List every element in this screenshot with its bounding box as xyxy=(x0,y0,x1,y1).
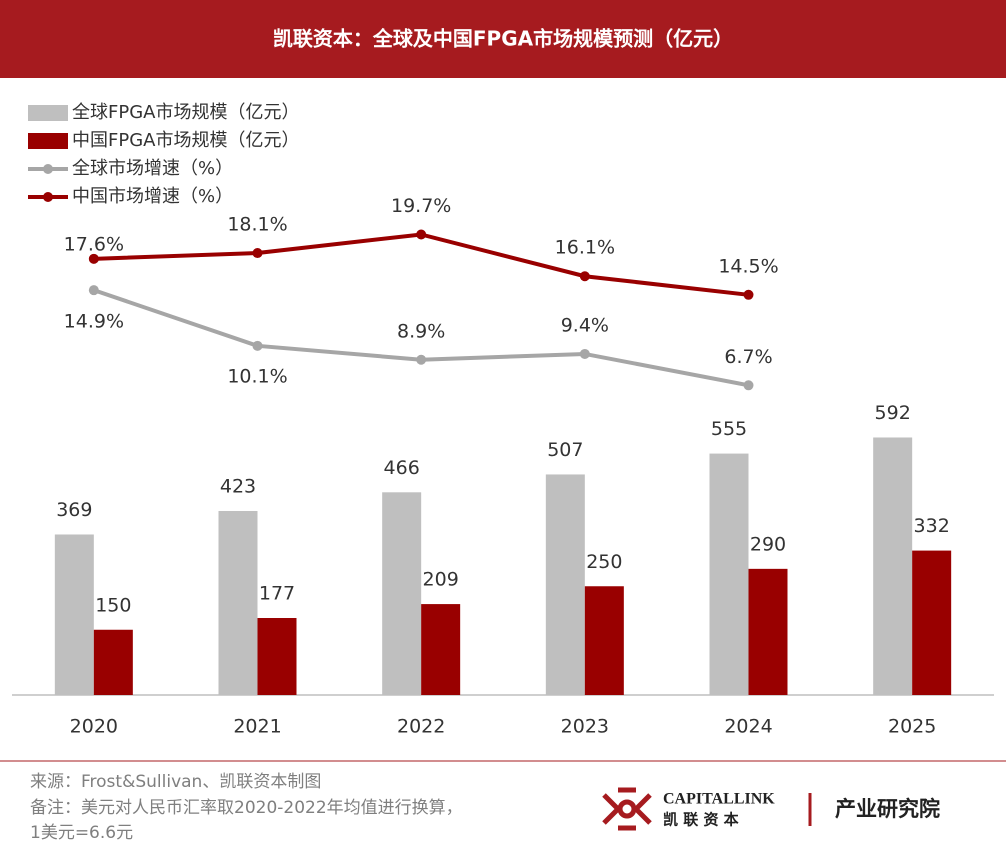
x-tick-label: 2021 xyxy=(233,716,281,738)
bar xyxy=(709,453,749,695)
bar-label: 332 xyxy=(914,515,950,537)
note: 1美元=6.6元 xyxy=(30,823,133,843)
legend-swatch xyxy=(28,133,68,149)
legend-swatch xyxy=(28,105,68,121)
bar-label: 250 xyxy=(586,551,622,573)
point-label: 9.4% xyxy=(561,314,609,336)
x-tick-label: 2023 xyxy=(561,716,609,738)
chart-title: 凯联资本：全球及中国FPGA市场规模预测（亿元） xyxy=(273,27,733,51)
bar-label: 466 xyxy=(384,457,420,479)
legend-label: 全球FPGA市场规模（亿元） xyxy=(72,102,299,123)
bar-label: 423 xyxy=(220,475,256,497)
bar xyxy=(257,618,297,695)
bar xyxy=(873,437,913,695)
bar-label: 507 xyxy=(547,439,583,461)
x-tick-label: 2022 xyxy=(397,716,445,738)
point xyxy=(88,285,99,296)
source: 来源：Frost&Sullivan、凯联资本制图 xyxy=(30,772,321,792)
logo-subname: 凯 联 资 本 xyxy=(663,811,739,829)
bar xyxy=(218,510,258,695)
legend-label: 中国FPGA市场规模（亿元） xyxy=(72,130,299,151)
bar xyxy=(93,629,133,695)
point xyxy=(743,289,754,300)
legend-label: 中国市场增速（%） xyxy=(72,186,233,207)
bar-label: 209 xyxy=(423,569,459,591)
bar xyxy=(584,586,624,695)
point-label: 6.7% xyxy=(724,346,772,368)
x-tick-label: 2025 xyxy=(888,716,936,738)
line xyxy=(93,232,749,297)
point-label: 19.7% xyxy=(391,195,451,217)
bar xyxy=(748,568,788,695)
x-tick-label: 2020 xyxy=(70,716,118,738)
legend-label: 全球市场增速（%） xyxy=(72,158,233,179)
bar xyxy=(421,604,461,695)
legend-swatch xyxy=(43,192,53,202)
point-label: 10.1% xyxy=(227,365,287,387)
note: 备注：美元对人民币汇率取2020-2022年均值进行换算， xyxy=(30,798,463,818)
point xyxy=(579,271,590,282)
point xyxy=(743,380,754,391)
logo-name: CAPITALLINK xyxy=(663,791,775,808)
bar-label: 369 xyxy=(56,499,92,521)
bar-label: 592 xyxy=(875,402,911,424)
x-tick-label: 2024 xyxy=(724,716,772,738)
point-label: 14.9% xyxy=(64,311,124,333)
point xyxy=(252,340,263,351)
bar-label: 150 xyxy=(95,594,131,616)
bar-label: 555 xyxy=(711,418,747,440)
point-label: 14.5% xyxy=(718,255,778,277)
point xyxy=(88,253,99,264)
bar xyxy=(382,492,422,695)
point xyxy=(579,348,590,359)
point xyxy=(416,229,427,240)
logo-institute: 产业研究院 xyxy=(835,797,940,821)
point-label: 17.6% xyxy=(64,233,124,255)
logo-icon xyxy=(602,787,652,831)
bar-label: 290 xyxy=(750,533,786,555)
point-label: 18.1% xyxy=(227,214,287,236)
point-label: 16.1% xyxy=(555,237,615,259)
bar-label: 177 xyxy=(259,583,295,605)
point xyxy=(252,248,263,259)
legend-swatch xyxy=(43,164,53,174)
bar xyxy=(912,550,952,695)
point-label: 8.9% xyxy=(397,320,445,342)
bar xyxy=(545,474,585,695)
point xyxy=(416,354,427,365)
header-bar xyxy=(0,0,1006,78)
bar xyxy=(54,534,94,695)
